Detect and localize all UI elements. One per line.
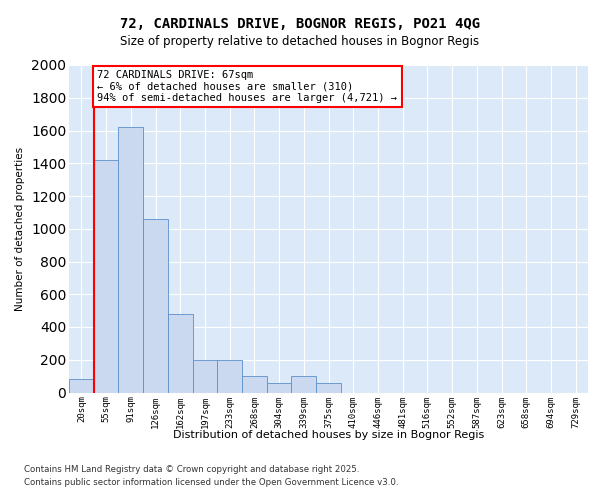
Text: Contains public sector information licensed under the Open Government Licence v3: Contains public sector information licen… [24, 478, 398, 487]
Bar [292, 376, 316, 392]
Text: 72 CARDINALS DRIVE: 67sqm
← 6% of detached houses are smaller (310)
94% of semi-: 72 CARDINALS DRIVE: 67sqm ← 6% of detach… [97, 70, 397, 103]
Bar [143, 219, 168, 392]
Bar [217, 360, 242, 392]
X-axis label: Distribution of detached houses by size in Bognor Regis: Distribution of detached houses by size … [173, 430, 484, 440]
Bar [242, 376, 267, 392]
Text: Size of property relative to detached houses in Bognor Regis: Size of property relative to detached ho… [121, 35, 479, 48]
Text: Contains HM Land Registry data © Crown copyright and database right 2025.: Contains HM Land Registry data © Crown c… [24, 466, 359, 474]
Bar [69, 380, 94, 392]
Bar [118, 127, 143, 392]
Bar [168, 314, 193, 392]
Bar [193, 360, 217, 392]
Text: 72, CARDINALS DRIVE, BOGNOR REGIS, PO21 4QG: 72, CARDINALS DRIVE, BOGNOR REGIS, PO21 … [120, 18, 480, 32]
Bar [316, 382, 341, 392]
Bar [94, 160, 118, 392]
Bar [267, 382, 292, 392]
Y-axis label: Number of detached properties: Number of detached properties [16, 146, 25, 311]
